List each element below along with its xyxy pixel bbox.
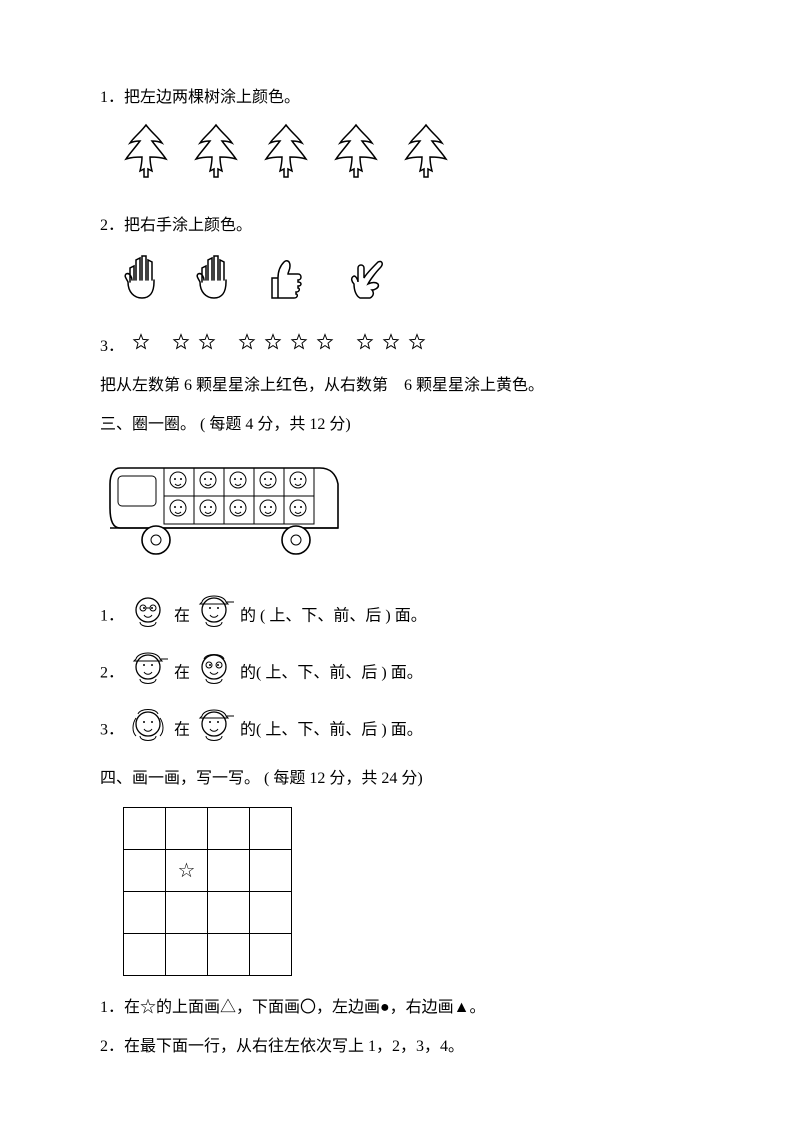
hand-icon: [192, 252, 238, 315]
bus-illustration: [100, 448, 700, 581]
cell-0-1: [165, 807, 208, 850]
star-icon: [198, 329, 216, 364]
star-group: [132, 329, 150, 364]
hand-icon: [264, 252, 308, 315]
star-icon: [316, 329, 334, 364]
cell-0-3: [249, 807, 292, 850]
s3q2: 2． 在 的( 上、下、前、后 ) 面。: [100, 647, 700, 700]
s3q1-num: 1．: [100, 607, 124, 624]
cell-1-0: [123, 849, 166, 892]
sec4-title: 四、画一画，写一写。 ( 每题 12 分，共 24 分): [100, 761, 700, 796]
s3q2-num: 2．: [100, 664, 124, 681]
star-group: [172, 329, 216, 364]
s4q2-text: 在最下面一行，从右往左依次写上 1，2，3，4。: [124, 1038, 464, 1055]
q2-text: 把右手涂上颜色。: [124, 217, 252, 234]
s3q2-mid: 在: [174, 664, 190, 681]
cell-3-2: [207, 933, 250, 976]
q1-line: 1．把左边两棵树涂上颜色。: [100, 80, 700, 115]
q2-line: 2．把右手涂上颜色。: [100, 208, 700, 243]
grid-4x4: ☆: [124, 808, 292, 976]
cell-3-1: [165, 933, 208, 976]
face-glasses-icon: [130, 590, 168, 643]
star-icon: [264, 329, 282, 364]
tree-icon: [400, 123, 452, 181]
hand-icon: [344, 252, 388, 315]
cell-3-3: [249, 933, 292, 976]
cell-0-2: [207, 807, 250, 850]
cell-2-3: [249, 891, 292, 934]
s4q2: 2．在最下面一行，从右往左依次写上 1，2，3，4。: [100, 1029, 700, 1064]
cell-0-0: [123, 807, 166, 850]
star-icon: [172, 329, 190, 364]
cell-2-1: [165, 891, 208, 934]
grid-star-icon: ☆: [178, 849, 196, 893]
tree-icon: [330, 123, 382, 194]
q1-trees: [120, 123, 700, 194]
star-icon: [132, 329, 150, 364]
star-icon: [382, 329, 400, 364]
s3q3-mid: 在: [174, 721, 190, 738]
q1-num: 1．: [100, 89, 124, 106]
star-icon: [356, 329, 374, 364]
face-girl-icon: [130, 704, 168, 757]
face-cap-icon: [196, 590, 234, 643]
cell-1-2: [207, 849, 250, 892]
s3q3-num: 3．: [100, 721, 124, 738]
q3-instr: 把从左数第 6 颗星星涂上红色，从右数第 6 颗星星涂上黄色。: [100, 368, 700, 403]
s3q2-tail: 的( 上、下、前、后 ) 面。: [240, 664, 423, 681]
star-group: [238, 329, 334, 364]
s3q1-tail: 的 ( 上、下、前、后 ) 面。: [240, 607, 427, 624]
face-cap3-icon: [196, 704, 234, 757]
tree-icon: [400, 123, 452, 194]
tree-icon: [260, 123, 312, 194]
face-cap2-icon: [130, 647, 168, 700]
tree-icon: [120, 123, 172, 194]
cell-2-0: [123, 891, 166, 934]
s3q3: 3． 在 的( 上、下、前、后 ) 面。: [100, 704, 700, 757]
q3-num: 3．: [100, 338, 124, 355]
cell-2-2: [207, 891, 250, 934]
s4q1-text: 在☆的上面画△，下面画〇，左边画●，右边画▲。: [124, 999, 486, 1016]
s4q2-num: 2．: [100, 1038, 124, 1055]
tree-icon: [260, 123, 312, 181]
q3-stars: [132, 329, 440, 364]
s3q3-tail: 的( 上、下、前、后 ) 面。: [240, 721, 423, 738]
cell-1-1: ☆: [165, 849, 208, 892]
s3q1-mid: 在: [174, 607, 190, 624]
cell-3-0: [123, 933, 166, 976]
star-icon: [408, 329, 426, 364]
q2-hands: [120, 252, 700, 315]
face-elder-icon: [196, 647, 234, 700]
s4q1: 1．在☆的上面画△，下面画〇，左边画●，右边画▲。: [100, 990, 700, 1025]
s4q1-num: 1．: [100, 999, 124, 1016]
tree-icon: [190, 123, 242, 181]
tree-icon: [330, 123, 382, 181]
q3-instr-b: 6 颗星星涂上黄色。: [404, 377, 544, 394]
cell-1-3: [249, 849, 292, 892]
q1-text: 把左边两棵树涂上颜色。: [124, 89, 300, 106]
q2-num: 2．: [100, 217, 124, 234]
star-group: [356, 329, 426, 364]
tree-icon: [120, 123, 172, 181]
star-icon: [238, 329, 256, 364]
hand-icon: [120, 252, 166, 315]
q3-instr-a: 把从左数第 6 颗星星涂上红色，从右数第: [100, 377, 388, 394]
s3q1: 1． 在 的 ( 上、下、前、后 ) 面。: [100, 590, 700, 643]
tree-icon: [190, 123, 242, 194]
sec3-title: 三、圈一圈。 ( 每题 4 分，共 12 分): [100, 407, 700, 442]
q3-line: 3．: [100, 329, 700, 364]
star-icon: [290, 329, 308, 364]
